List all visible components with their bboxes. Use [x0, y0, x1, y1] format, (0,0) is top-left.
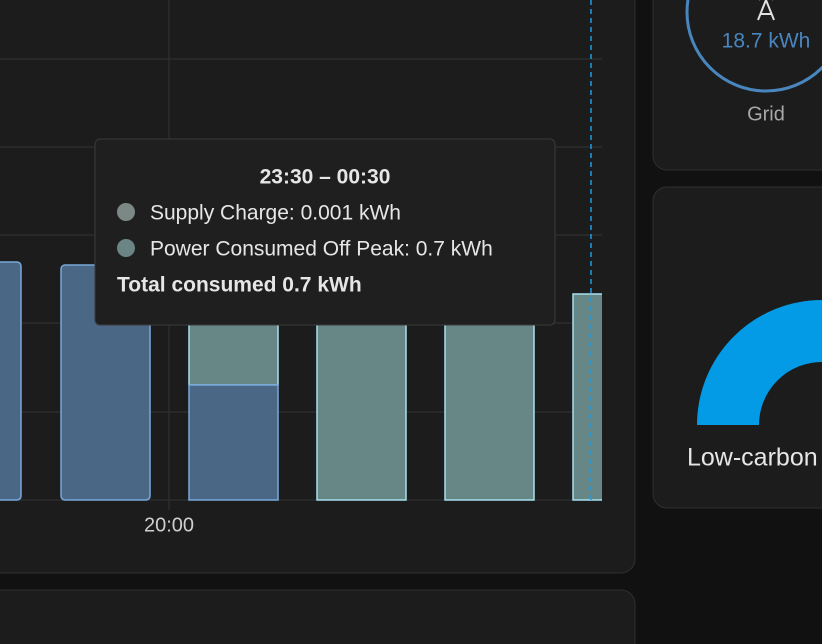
tooltip-row: Power Consumed Off Peak: 0.7 kWh	[150, 238, 493, 261]
x-tick-label: 20:00	[144, 514, 194, 536]
tooltip-row: Supply Charge: 0.001 kWh	[150, 202, 401, 225]
card	[0, 589, 636, 644]
tooltip: 23:30 – 00:30 Supply Charge: 0.001 kWh P…	[94, 138, 556, 326]
grid-circle	[685, 0, 822, 93]
gauge-arc	[697, 300, 822, 427]
bar	[188, 384, 279, 501]
gauge: Low-carbon	[687, 300, 822, 472]
grid-label: Grid	[747, 103, 785, 125]
tooltip-box	[94, 138, 556, 326]
legend-dot	[117, 239, 135, 257]
grid-value: 18.7 kWh	[722, 30, 811, 53]
bar	[572, 293, 602, 501]
bar	[0, 261, 22, 501]
bar	[316, 299, 407, 501]
gauge-label: Low-carbon	[687, 444, 818, 472]
legend-dot	[117, 203, 135, 221]
bar	[444, 299, 535, 501]
bars	[0, 261, 602, 501]
tooltip-title: 23:30 – 00:30	[260, 166, 391, 189]
tooltip-total: Total consumed 0.7 kWh	[117, 274, 362, 297]
